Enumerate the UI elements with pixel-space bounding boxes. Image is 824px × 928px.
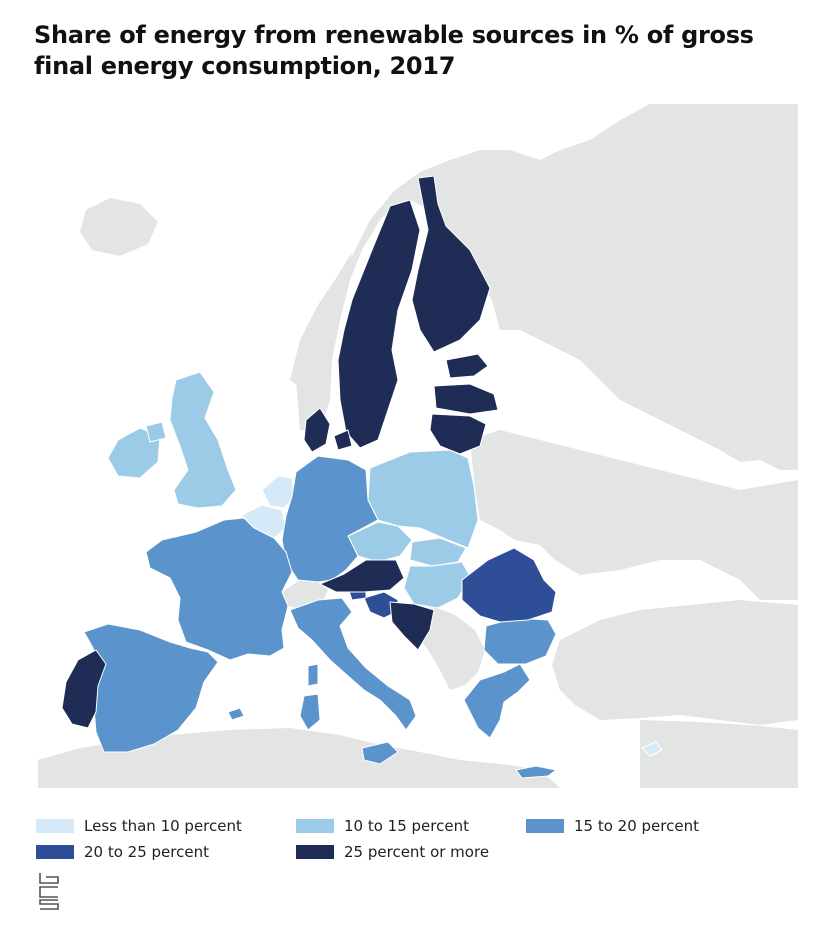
legend-item-lt10: Less than 10 percent xyxy=(36,816,242,836)
croatia-coast xyxy=(389,601,435,651)
20to25-countries xyxy=(347,547,557,623)
united-kingdom xyxy=(169,371,237,509)
zealand xyxy=(333,429,353,451)
cyprus xyxy=(641,741,663,757)
estonia xyxy=(445,353,489,379)
hungary xyxy=(403,561,471,609)
balearics xyxy=(227,707,245,721)
italy xyxy=(289,597,417,731)
legend-swatch xyxy=(36,845,74,859)
germany xyxy=(281,455,379,583)
lt10-countries xyxy=(241,475,663,757)
sweden xyxy=(337,199,421,449)
legend-label: Less than 10 percent xyxy=(84,817,242,835)
france xyxy=(145,517,293,661)
legend-label: 10 to 15 percent xyxy=(344,817,469,835)
cbs-logo-icon xyxy=(38,872,60,910)
25plus-countries xyxy=(61,175,499,729)
ireland xyxy=(107,427,161,479)
europe-map xyxy=(38,104,798,788)
finland xyxy=(411,175,491,353)
legend-item-10to15: 10 to 15 percent xyxy=(296,816,469,836)
15to20-countries xyxy=(83,455,557,779)
legend-swatch xyxy=(296,845,334,859)
slovakia xyxy=(409,537,467,567)
austria xyxy=(319,559,405,593)
legend-item-20to25: 20 to 25 percent xyxy=(36,842,209,862)
10to15-countries xyxy=(107,371,479,609)
legend-label: 20 to 25 percent xyxy=(84,843,209,861)
sicily xyxy=(361,741,399,765)
corsica xyxy=(307,663,319,687)
legend-item-25plus: 25 percent or more xyxy=(296,842,489,862)
legend-label: 15 to 20 percent xyxy=(574,817,699,835)
lithuania xyxy=(429,413,487,455)
czechia xyxy=(347,521,413,563)
map-legend: Less than 10 percent 10 to 15 percent 15… xyxy=(36,816,796,872)
legend-item-15to20: 15 to 20 percent xyxy=(526,816,699,836)
greece xyxy=(463,663,531,739)
sardinia xyxy=(299,693,321,731)
crete xyxy=(515,765,557,779)
northern-ireland xyxy=(145,421,167,443)
map-title: Share of energy from renewable sources i… xyxy=(34,21,754,80)
latvia xyxy=(433,383,499,415)
non-eu-land xyxy=(38,104,798,788)
legend-label: 25 percent or more xyxy=(344,843,490,861)
legend-swatch xyxy=(36,819,74,833)
romania xyxy=(461,547,557,623)
legend-swatch xyxy=(526,819,564,833)
denmark xyxy=(303,407,331,453)
portugal xyxy=(61,649,107,729)
legend-swatch xyxy=(296,819,334,833)
